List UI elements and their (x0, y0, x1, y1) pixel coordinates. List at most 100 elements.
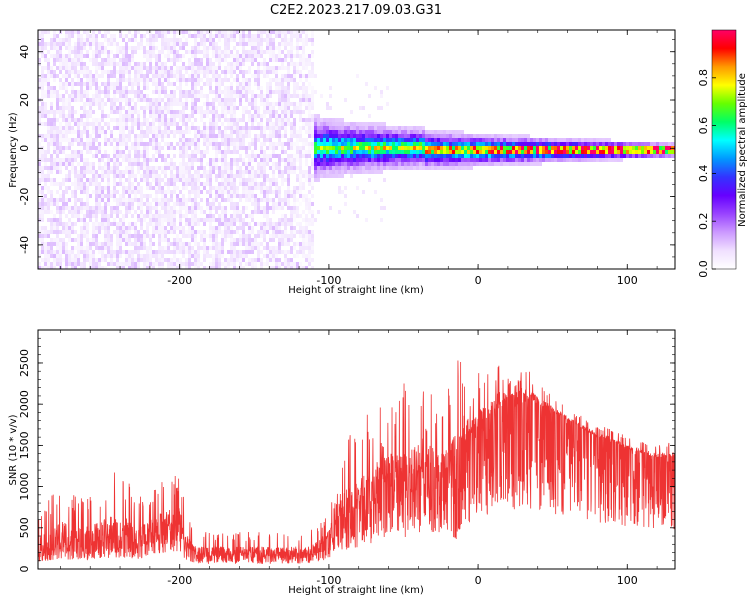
heatmap-cell (92, 250, 95, 254)
heatmap-cell (230, 174, 233, 178)
heatmap-cell (47, 78, 50, 82)
heatmap-cell (449, 134, 452, 138)
heatmap-cell (527, 162, 530, 166)
heatmap-cell (152, 138, 155, 142)
heatmap-cell (77, 58, 80, 62)
heatmap-cell (176, 54, 179, 58)
heatmap-cell (74, 198, 77, 202)
heatmap-cell (239, 98, 242, 102)
heatmap-cell (245, 58, 248, 62)
heatmap-cell (197, 146, 200, 150)
heatmap-cell (227, 30, 230, 34)
heatmap-cell (101, 170, 104, 174)
heatmap-cell (431, 142, 434, 146)
heatmap-cell (395, 158, 398, 162)
heatmap-cell (269, 82, 272, 86)
heatmap-cell (293, 234, 296, 238)
heatmap-cell (50, 66, 53, 70)
heatmap-cell (209, 190, 212, 194)
heatmap-cell (218, 174, 221, 178)
heatmap-cell (119, 198, 122, 202)
heatmap-cell (125, 122, 128, 126)
heatmap-cell (68, 62, 71, 66)
heatmap-cell (65, 74, 68, 78)
heatmap-cell (101, 222, 104, 226)
heatmap-cell (212, 198, 215, 202)
heatmap-cell (182, 162, 185, 166)
heatmap-cell (104, 194, 107, 198)
heatmap-cell (395, 126, 398, 130)
heatmap-cell (296, 102, 299, 106)
heatmap-cell (296, 130, 299, 134)
heatmap-cell (200, 158, 203, 162)
heatmap-cell (455, 130, 458, 134)
heatmap-cell (194, 250, 197, 254)
heatmap-cell (95, 174, 98, 178)
heatmap-cell (173, 222, 176, 226)
heatmap-cell (41, 202, 44, 206)
heatmap-cell (227, 94, 230, 98)
heatmap-cell (134, 106, 137, 110)
heatmap-cell (257, 122, 260, 126)
heatmap-cell (134, 242, 137, 246)
heatmap-cell (65, 130, 68, 134)
heatmap-cell (260, 258, 263, 262)
heatmap-cell (179, 230, 182, 234)
heatmap-cell (296, 66, 299, 70)
heatmap-cell (158, 70, 161, 74)
heatmap-cell (383, 166, 386, 170)
heatmap-cell (95, 206, 98, 210)
heatmap-cell (161, 98, 164, 102)
heatmap-cell (119, 218, 122, 222)
heatmap-cell (134, 50, 137, 54)
heatmap-cell (98, 66, 101, 70)
heatmap-cell (170, 142, 173, 146)
heatmap-cell (212, 74, 215, 78)
heatmap-cell (191, 210, 194, 214)
heatmap-cell (59, 258, 62, 262)
heatmap-cell (248, 198, 251, 202)
heatmap-cell (218, 242, 221, 246)
heatmap-cell (92, 50, 95, 54)
heatmap-cell (176, 110, 179, 114)
heatmap-cell (191, 246, 194, 250)
heatmap-cell (260, 166, 263, 170)
heatmap-cell (53, 46, 56, 50)
heatmap-cell (113, 66, 116, 70)
heatmap-cell (215, 266, 218, 269)
heatmap-cell (377, 162, 380, 166)
heatmap-cell (419, 158, 422, 162)
heatmap-cell (143, 78, 146, 82)
heatmap-cell (302, 246, 305, 250)
heatmap-cell (290, 54, 293, 58)
heatmap-cell (188, 146, 191, 150)
heatmap-cell (152, 174, 155, 178)
heatmap-cell (269, 238, 272, 242)
heatmap-cell (185, 214, 188, 218)
heatmap-cell (161, 218, 164, 222)
heatmap-cell (212, 50, 215, 54)
heatmap-cell (167, 94, 170, 98)
heatmap-cell (44, 90, 47, 94)
heatmap-cell (287, 66, 290, 70)
heatmap-cell (317, 210, 320, 214)
heatmap-cell (194, 262, 197, 266)
heatmap-cell (212, 266, 215, 269)
heatmap-cell (311, 234, 314, 238)
heatmap-cell (155, 186, 158, 190)
heatmap-cell (89, 238, 92, 242)
heatmap-cell (188, 230, 191, 234)
heatmap-cell (206, 94, 209, 98)
heatmap-cell (473, 154, 476, 158)
heatmap-cell (65, 90, 68, 94)
heatmap-cell (152, 226, 155, 230)
heatmap-cell (296, 198, 299, 202)
heatmap-cell (245, 70, 248, 74)
heatmap-cell (107, 154, 110, 158)
heatmap-cell (182, 122, 185, 126)
heatmap-cell (359, 166, 362, 170)
heatmap-cell (311, 158, 314, 162)
heatmap-cell (254, 70, 257, 74)
heatmap-cell (218, 62, 221, 66)
heatmap-cell (275, 146, 278, 150)
